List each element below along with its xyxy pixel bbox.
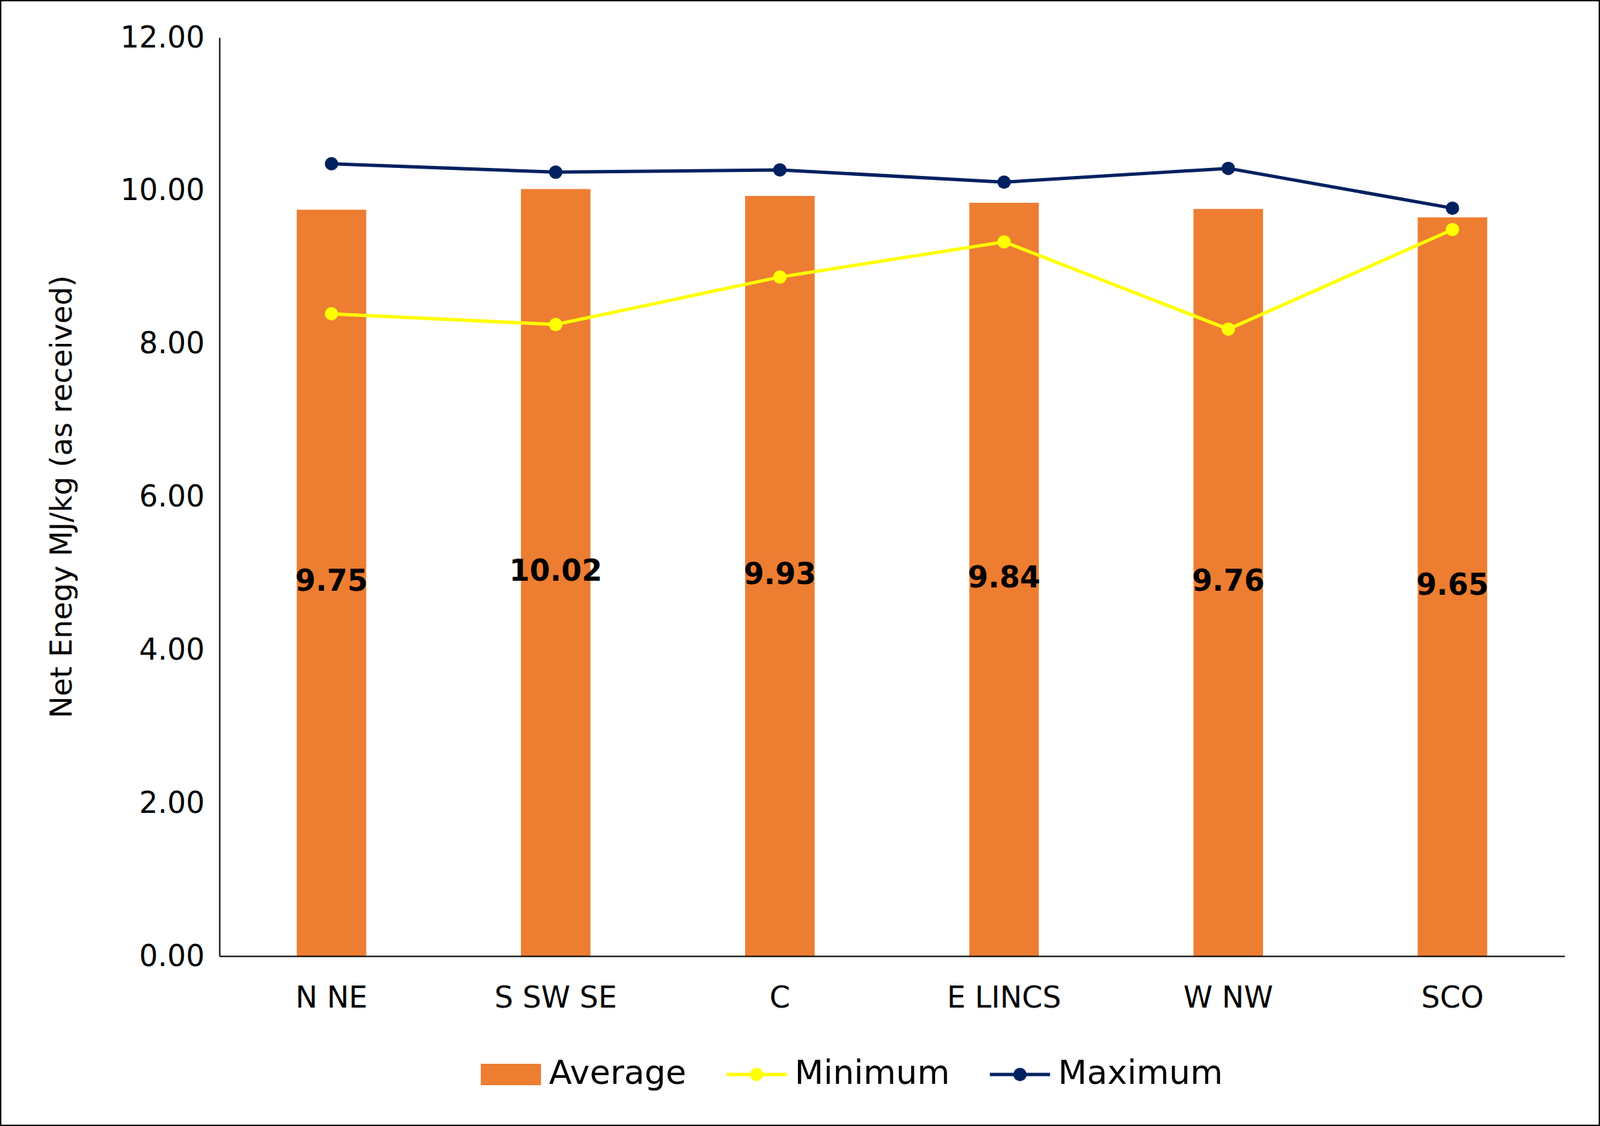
data-label: 9.93 [743,556,817,591]
legend-item: Average [480,1052,687,1092]
y-axis: 0.00 2.00 4.00 6.00 8.00 10.00 12.00 [120,20,220,973]
tick-label: SCO [1421,979,1484,1015]
tick-label: 8.00 [139,325,205,360]
tick: S SW SE [494,955,617,1015]
x-axis: N NE S SW SE C E LINCS W NW SCO [220,955,1566,1015]
tick: 0.00 [139,938,220,973]
marker [773,163,787,177]
tick-label: 0.00 [139,938,205,973]
marker [1445,201,1459,215]
tick: N NE [295,955,368,1015]
plot-area [296,157,1488,956]
marker [997,234,1011,249]
tick-label: 2.00 [139,785,205,820]
marker [325,307,339,321]
data-labels: 9.75 10.02 9.93 9.84 9.76 9.65 [294,553,1489,602]
legend-item: Minimum [726,1052,950,1092]
legend-item: Maximum [989,1052,1223,1092]
chart: 9.75 10.02 9.93 9.84 9.76 9.65 0.00 2.00 4.00 6.0… [0,0,1600,1126]
tick-label: N NE [295,979,368,1015]
tick: 8.00 [139,325,220,360]
tick-label: 10.00 [120,172,205,207]
legend-marker [749,1067,764,1081]
tick-label: S SW SE [494,979,617,1015]
marker [1221,161,1235,176]
tick-label: 12.00 [120,20,205,55]
tick-label: 4.00 [139,632,205,667]
axis-title: Net Enegy MJ/kg (as received) [44,274,79,718]
tick-label: W NW [1183,979,1273,1015]
line [331,163,1453,209]
tick: SCO [1421,955,1484,1015]
data-label: 9.76 [1191,563,1265,598]
tick: 10.00 [120,172,220,207]
tick: C [769,955,791,1015]
tick: 6.00 [139,478,220,514]
data-label: 10.02 [509,553,603,588]
legend-marker [1013,1067,1027,1081]
tick: W NW [1183,955,1273,1015]
legend-swatch [480,1063,542,1085]
data-label: 9.75 [294,563,368,598]
marker [773,270,787,284]
tick-label: 6.00 [139,478,205,514]
legend: Average Minimum Maximum [480,1052,1223,1092]
tick: E LINCS [947,955,1062,1015]
tick: 2.00 [139,785,220,820]
line [331,229,1453,330]
marker [1445,222,1459,237]
marker [997,175,1011,189]
legend-label: Minimum [794,1052,950,1092]
tick: 12.00 [120,20,220,55]
frame [0,0,1600,1126]
marker [1221,322,1235,336]
marker [325,157,339,171]
data-label: 9.84 [967,559,1041,594]
tick-label: C [769,979,791,1015]
axis-line [219,38,221,957]
legend-label: Average [549,1052,687,1092]
legend-label: Maximum [1058,1052,1223,1092]
tick: 4.00 [139,632,220,667]
data-label: 9.65 [1416,567,1489,602]
tick-label: E LINCS [947,979,1062,1015]
marker [549,317,563,332]
axis-line [220,955,1566,958]
marker [549,165,563,179]
